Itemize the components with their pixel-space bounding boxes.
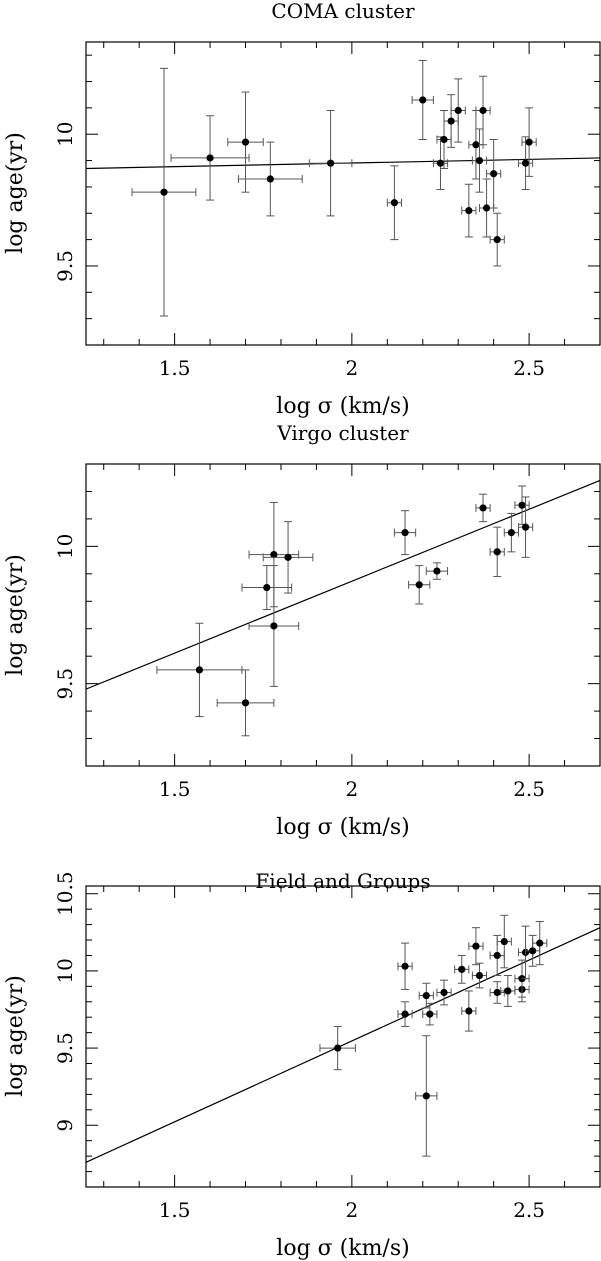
panel-title: Field and Groups xyxy=(255,869,430,893)
data-point xyxy=(479,106,487,115)
panel-title: COMA cluster xyxy=(271,0,415,23)
data-point xyxy=(284,553,292,561)
y-tick-label: 9 xyxy=(53,1119,77,1132)
y-tick-label: 10 xyxy=(53,958,77,983)
data-point xyxy=(500,937,508,946)
data-point xyxy=(472,141,480,149)
data-point xyxy=(440,988,448,997)
data-point xyxy=(521,159,530,167)
data-point xyxy=(447,117,455,125)
data-point xyxy=(436,159,445,167)
data-point xyxy=(479,504,487,512)
data-point xyxy=(195,666,204,674)
data-point xyxy=(525,138,533,146)
data-point xyxy=(493,548,501,556)
data-point xyxy=(433,567,441,575)
y-axis-label: log age(yr) xyxy=(3,554,28,676)
data-point xyxy=(270,622,278,630)
data-point xyxy=(440,135,448,144)
y-tick-label: 10 xyxy=(53,121,77,146)
y-tick-label: 9.5 xyxy=(53,250,77,282)
x-tick-label: 1.5 xyxy=(159,1198,191,1222)
data-point xyxy=(493,236,501,244)
x-tick-label: 2 xyxy=(345,1198,358,1222)
data-point xyxy=(426,1010,434,1018)
data-point xyxy=(490,170,498,178)
y-axis-label: log age(yr) xyxy=(3,132,28,254)
x-axis-label: log σ (km/s) xyxy=(276,1236,409,1261)
data-point xyxy=(160,188,168,196)
data-point xyxy=(521,523,530,531)
data-point xyxy=(493,988,501,997)
data-point xyxy=(529,947,537,955)
data-point xyxy=(401,962,409,970)
data-point xyxy=(465,207,473,215)
x-axis-label: log σ (km/s) xyxy=(276,394,409,419)
plot-frame xyxy=(85,41,601,346)
panel-virgo: Virgo cluster 1.5 2 2.59.510 log σ (km/s) … xyxy=(3,421,601,840)
panel-marks: 1.5 2 2.5 9.5 10 xyxy=(53,463,601,801)
data-point xyxy=(401,1010,409,1018)
data-point xyxy=(493,951,501,960)
data-point xyxy=(266,175,274,183)
panel-marks: 1.5 2 2.5 9 9.5 10 10.5 xyxy=(53,871,601,1222)
fit-line xyxy=(85,927,601,1163)
x-axis-label: log σ (km/s) xyxy=(276,815,409,840)
data-point xyxy=(206,154,214,162)
data-point xyxy=(401,529,409,537)
data-point xyxy=(334,1044,342,1052)
x-tick-label: 2.5 xyxy=(513,777,545,801)
y-tick-label: 9.5 xyxy=(53,1032,77,1064)
y-tick-label: 10.5 xyxy=(53,871,77,916)
data-point xyxy=(536,939,544,947)
data-point xyxy=(415,581,423,589)
data-point xyxy=(465,1007,473,1015)
panel-coma: COMA cluster 1.5 2 2.5 9.5 10 log σ (km/s) l… xyxy=(3,0,601,419)
data-point xyxy=(422,1092,430,1100)
data-point xyxy=(482,204,491,212)
plot-frame xyxy=(85,463,601,767)
x-tick-label: 2.5 xyxy=(513,356,545,380)
x-tick-label: 1.5 xyxy=(159,777,191,801)
x-tick-label: 2 xyxy=(345,777,358,801)
y-tick-label: 9.5 xyxy=(53,668,77,700)
data-point xyxy=(518,501,526,509)
data-point xyxy=(241,699,250,707)
panel-marks: 1.5 2 2.5 9.5 10 xyxy=(53,42,601,380)
data-point xyxy=(422,991,430,1000)
data-point xyxy=(263,583,271,592)
data-point xyxy=(475,971,484,980)
data-point xyxy=(419,96,427,104)
data-point xyxy=(454,106,462,115)
data-point xyxy=(390,199,398,207)
plot-frame xyxy=(85,885,601,1188)
data-point xyxy=(507,529,515,537)
data-point xyxy=(472,942,480,950)
data-point xyxy=(458,965,466,973)
data-point xyxy=(475,156,484,165)
data-point xyxy=(326,159,335,167)
panel-title: Virgo cluster xyxy=(276,421,409,445)
panel-field-groups: Field and Groups 1.5 2 2.5 9 9.5 10 10.5 log σ… xyxy=(3,869,601,1261)
data-point xyxy=(241,138,250,146)
y-axis-label: log age(yr) xyxy=(3,975,28,1097)
x-tick-label: 2.5 xyxy=(513,1198,545,1222)
data-point xyxy=(504,987,512,995)
data-point xyxy=(270,551,278,559)
fit-line xyxy=(85,479,601,690)
y-tick-label: 10 xyxy=(53,534,77,559)
x-tick-label: 2 xyxy=(345,356,358,380)
x-tick-label: 1.5 xyxy=(159,356,191,380)
